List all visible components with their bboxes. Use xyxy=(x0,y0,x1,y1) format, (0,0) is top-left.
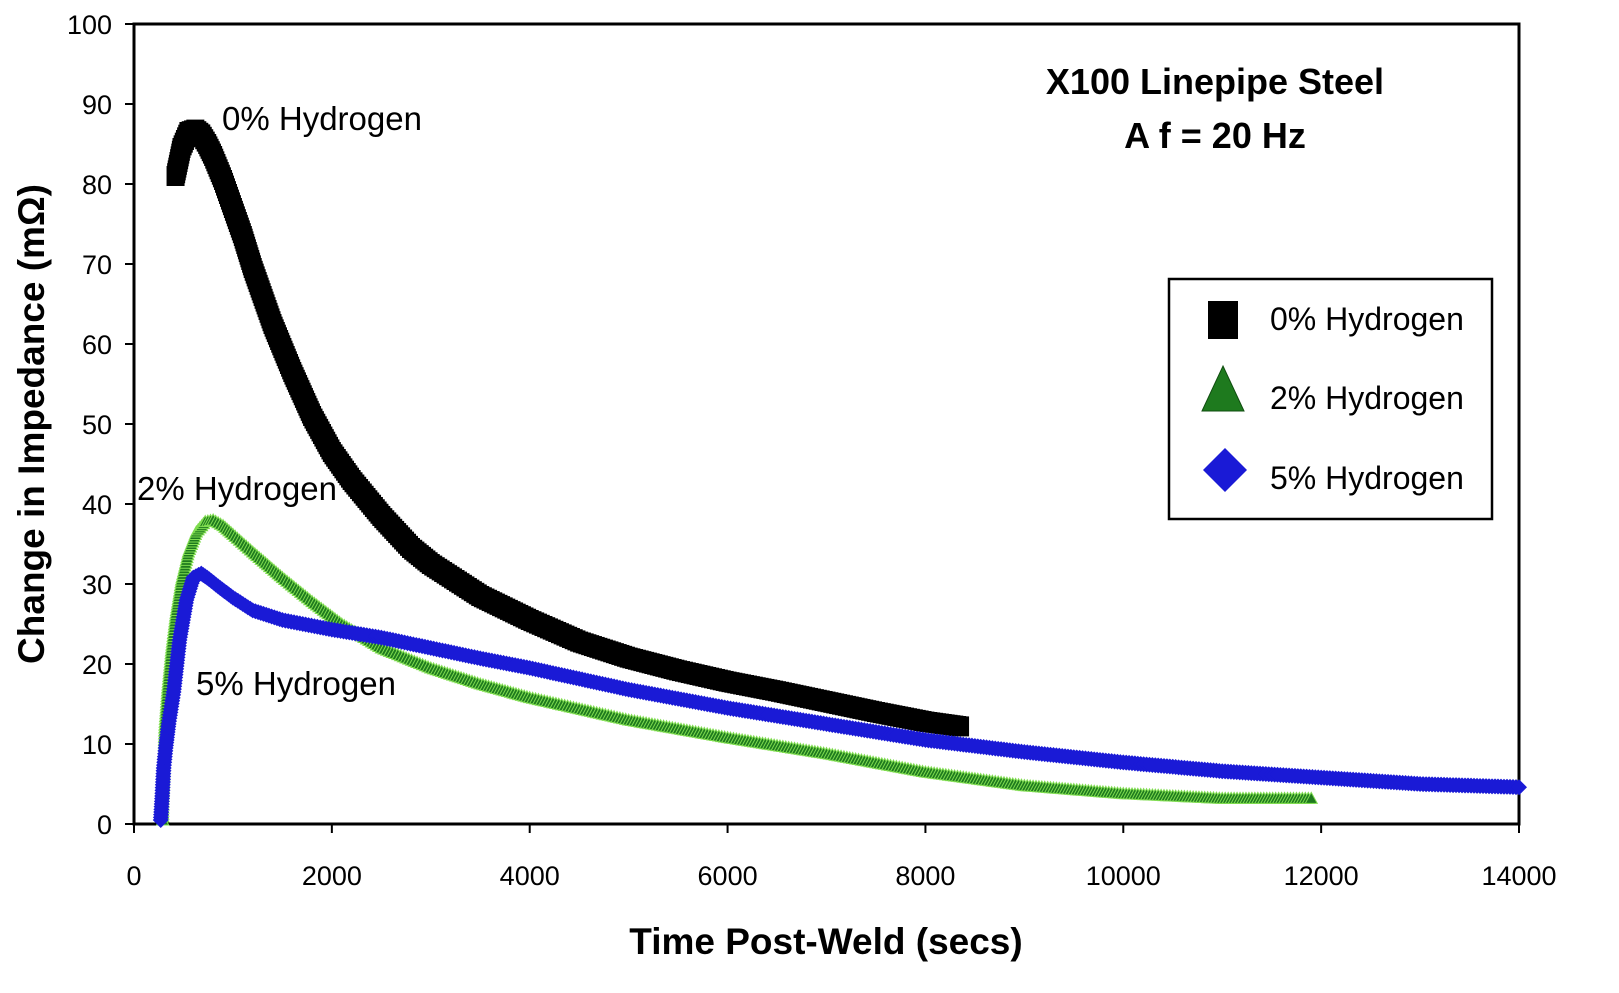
data-point xyxy=(1304,791,1319,804)
legend-label-0pct: 0% Hydrogen xyxy=(1270,301,1464,337)
legend-marker-5pct xyxy=(1203,448,1247,492)
legend-label-2pct: 2% Hydrogen xyxy=(1270,380,1464,416)
y-tick-label: 0 xyxy=(97,810,112,840)
legend-marker-2pct xyxy=(1201,364,1245,412)
y-tick-label: 40 xyxy=(82,490,112,520)
data-point xyxy=(951,716,970,737)
x-axis-ticks: 0 2000 4000 6000 8000 10000 12000 14000 xyxy=(126,824,1557,891)
chart-subtitle: A f = 20 Hz xyxy=(1124,115,1306,156)
x-tick-label: 0 xyxy=(126,861,141,891)
y-tick-label: 90 xyxy=(82,90,112,120)
y-tick-label: 60 xyxy=(82,330,112,360)
y-tick-label: 50 xyxy=(82,410,112,440)
y-tick-label: 70 xyxy=(82,250,112,280)
y-axis-title: Change in Impedance (mΩ) xyxy=(11,184,52,664)
x-tick-label: 4000 xyxy=(500,861,560,891)
y-tick-label: 20 xyxy=(82,650,112,680)
y-tick-label: 100 xyxy=(67,10,112,40)
series-5pct-hydrogen xyxy=(152,565,1527,828)
y-axis-ticks: 0 10 20 30 40 50 60 70 80 90 100 xyxy=(67,10,134,840)
annotation-2pct-hydrogen: 2% Hydrogen xyxy=(137,470,337,507)
x-tick-label: 10000 xyxy=(1086,861,1161,891)
series-0pct-hydrogen xyxy=(166,119,970,737)
x-axis-title: Time Post-Weld (secs) xyxy=(629,921,1022,962)
x-tick-label: 14000 xyxy=(1481,861,1556,891)
data-point xyxy=(1511,779,1527,796)
x-tick-label: 12000 xyxy=(1284,861,1359,891)
annotation-5pct-hydrogen: 5% Hydrogen xyxy=(196,665,396,702)
series-layer xyxy=(152,119,1527,828)
x-tick-label: 8000 xyxy=(895,861,955,891)
y-tick-label: 30 xyxy=(82,570,112,600)
x-tick-label: 2000 xyxy=(302,861,362,891)
chart-title: X100 Linepipe Steel xyxy=(1046,61,1384,102)
legend-label-5pct: 5% Hydrogen xyxy=(1270,460,1464,496)
legend-marker-0pct xyxy=(1208,301,1238,339)
legend: 0% Hydrogen 2% Hydrogen 5% Hydrogen xyxy=(1167,277,1494,521)
x-tick-label: 6000 xyxy=(698,861,758,891)
y-tick-label: 80 xyxy=(82,170,112,200)
y-tick-label: 10 xyxy=(82,730,112,760)
annotation-0pct-hydrogen: 0% Hydrogen xyxy=(222,100,422,137)
